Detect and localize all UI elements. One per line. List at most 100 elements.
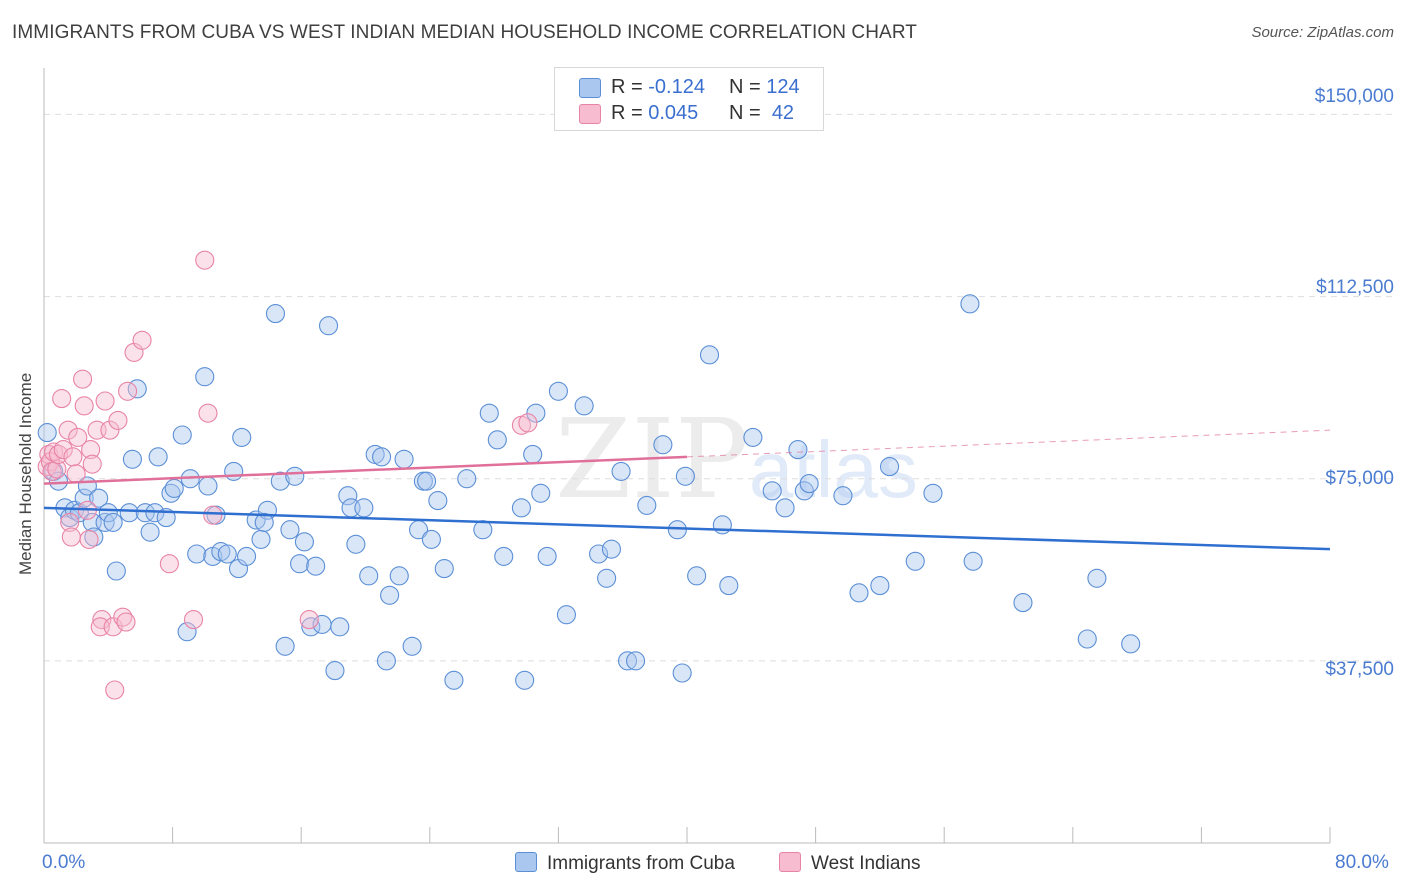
legend-swatch-pink (779, 852, 801, 872)
legend-swatch-blue (515, 852, 537, 872)
point-cuba-88 (556, 605, 576, 625)
point-cuba-27 (177, 622, 197, 642)
point-cuba-38 (232, 427, 252, 447)
point-cuba-85 (531, 483, 551, 503)
point-west-indians-9 (58, 420, 78, 440)
correlation-legend: R = -0.124 N = 124 R = 0.045 N = 42 (554, 67, 824, 131)
point-cuba-30 (195, 367, 215, 387)
point-cuba-55 (325, 661, 345, 681)
point-cuba-78 (479, 403, 499, 423)
legend-r-label: R = (611, 102, 643, 124)
point-cuba-79 (487, 430, 507, 450)
point-cuba-118 (963, 551, 983, 571)
point-cuba-22 (148, 447, 168, 467)
point-west-indians-33 (132, 330, 152, 350)
point-cuba-117 (960, 294, 980, 314)
legend-r-label: R = (611, 76, 643, 98)
point-west-indians-8 (53, 440, 73, 460)
point-cuba-89 (574, 396, 594, 416)
trendline-cuba (43, 506, 1331, 551)
point-west-indians-20 (82, 454, 102, 474)
legend-n-value: 42 (771, 102, 795, 124)
point-cuba-76 (457, 469, 477, 489)
point-cuba-60 (354, 498, 374, 518)
point-cuba-74 (434, 559, 454, 579)
point-cuba-0 (37, 423, 57, 443)
legend-n-cuba: N = 124 (729, 76, 800, 99)
point-west-indians-35 (183, 610, 204, 630)
point-west-indians-18 (79, 529, 99, 549)
point-cuba-16 (119, 503, 139, 523)
point-cuba-90 (589, 544, 609, 564)
point-cuba-82 (511, 498, 531, 518)
point-west-indians-39 (299, 610, 319, 630)
bottom-legend-west-indians[interactable]: West Indians (779, 852, 920, 875)
watermark-atlas: atlas (748, 425, 918, 514)
point-cuba-93 (611, 461, 631, 481)
point-west-indians-19 (81, 440, 101, 460)
point-cuba-59 (346, 534, 366, 554)
point-west-indians-36 (195, 250, 215, 270)
point-cuba-44 (265, 304, 286, 324)
point-cuba-47 (280, 520, 300, 540)
point-cuba-64 (376, 651, 396, 671)
point-cuba-97 (653, 435, 673, 455)
point-cuba-13 (98, 503, 118, 523)
legend-r-value: -0.124 (648, 76, 705, 98)
point-cuba-36 (224, 461, 244, 481)
point-west-indians-5 (47, 459, 67, 479)
point-cuba-114 (879, 457, 900, 477)
point-cuba-102 (699, 345, 720, 365)
trendline-west-indians (43, 455, 688, 485)
point-cuba-66 (389, 566, 409, 586)
point-west-indians-11 (61, 527, 81, 547)
point-west-indians-12 (63, 447, 83, 467)
point-west-indians-38 (203, 505, 223, 525)
point-west-indians-26 (103, 617, 123, 637)
point-cuba-63 (372, 447, 392, 467)
legend-r-value: 0.045 (648, 102, 699, 124)
point-west-indians-37 (198, 403, 218, 423)
watermark: ZIPatlas (555, 395, 918, 523)
legend-swatch-blue (579, 78, 601, 98)
y-tick-label-150000: $150,000 (1314, 86, 1394, 107)
x-tick-label-max: 80.0% (1335, 852, 1389, 873)
point-west-indians-41 (518, 413, 538, 433)
point-cuba-49 (290, 554, 310, 574)
point-cuba-72 (421, 529, 441, 549)
point-west-indians-30 (116, 612, 136, 632)
point-west-indians-13 (66, 464, 86, 484)
point-cuba-98 (667, 520, 687, 540)
legend-r-west-indians: R = 0.045 (611, 102, 698, 125)
point-west-indians-34 (159, 554, 179, 574)
chart-title: IMMIGRANTS FROM CUBA VS WEST INDIAN MEDI… (12, 22, 918, 43)
bottom-legend-cuba[interactable]: Immigrants from Cuba (515, 852, 735, 875)
point-cuba-20 (140, 522, 160, 542)
point-cuba-99 (672, 663, 692, 683)
point-west-indians-27 (105, 680, 125, 700)
legend-n-label: N = (729, 102, 761, 124)
point-west-indians-7 (52, 389, 72, 409)
point-west-indians-14 (68, 427, 88, 447)
bottom-legend-label: West Indians (811, 853, 921, 874)
trendline-extension-west-indians (686, 429, 1331, 458)
point-cuba-101 (687, 566, 707, 586)
point-cuba-104 (719, 576, 739, 596)
point-cuba-14 (103, 512, 123, 532)
point-cuba-52 (306, 556, 326, 576)
point-cuba-120 (1077, 629, 1097, 649)
point-cuba-43 (254, 512, 274, 532)
point-west-indians-16 (74, 396, 94, 416)
point-west-indians-22 (92, 610, 112, 630)
point-cuba-48 (285, 466, 305, 486)
point-cuba-87 (548, 381, 568, 401)
point-cuba-94 (617, 651, 638, 671)
point-cuba-103 (712, 515, 732, 535)
point-cuba-15 (106, 561, 126, 581)
point-cuba-86 (537, 546, 557, 566)
point-cuba-75 (444, 670, 464, 690)
point-cuba-65 (380, 585, 400, 605)
y-tick-label-75000: $75,000 (1325, 468, 1394, 489)
point-cuba-31 (198, 476, 218, 496)
